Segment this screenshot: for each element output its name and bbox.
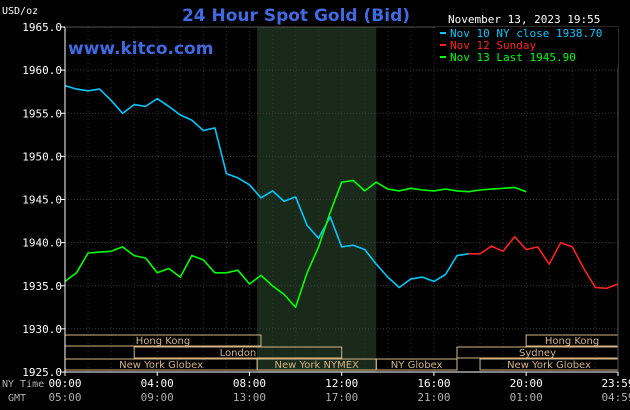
x-row-gmt-label: GMT <box>8 393 26 404</box>
x-tick-label-ny: 04:00 <box>141 377 174 390</box>
y-tick-label: 1950.0 <box>22 150 62 163</box>
y-tick-label: 1935.0 <box>22 280 62 293</box>
y-tick-label: 1945.0 <box>22 194 62 207</box>
date-label: November 13, 2023 19:55 <box>448 13 600 26</box>
y-tick-label: 1960.0 <box>22 64 62 77</box>
chart-title: 24 Hour Spot Gold (Bid) <box>182 6 410 26</box>
legend-label: Nov 10 NY close 1938.70 <box>450 27 602 40</box>
x-tick-label-gmt: 17:00 <box>325 391 358 404</box>
session-label: New York NYMEX <box>275 360 360 371</box>
session-label: London <box>220 348 257 359</box>
session-label: New York Globex <box>507 360 591 371</box>
legend-box <box>436 27 618 67</box>
session-bar <box>375 358 458 371</box>
session-label: Sydney <box>519 348 556 359</box>
x-row-ny-label: NY Time <box>2 379 44 390</box>
x-tick-label-ny: 12:00 <box>325 377 358 390</box>
kitco-watermark: www.kitco.com <box>68 39 213 59</box>
y-tick-label: 1930.0 <box>22 323 62 336</box>
y-tick-label: 1955.0 <box>22 107 62 120</box>
x-tick-label-gmt: 09:00 <box>141 391 174 404</box>
y-tick-label: 1940.0 <box>22 237 62 250</box>
x-tick-label-gmt: 04:59 <box>601 391 630 404</box>
x-tick-label-ny: 23:59 <box>601 377 630 390</box>
x-tick-label-ny: 20:00 <box>510 377 543 390</box>
x-tick-label-ny: 16:00 <box>417 377 450 390</box>
x-tick-label-gmt: 13:00 <box>233 391 266 404</box>
session-label: Hong Kong <box>136 336 190 347</box>
x-tick-label-ny: 08:00 <box>233 377 266 390</box>
session-label: NY Globex <box>391 360 443 371</box>
y-tick-label: 1925.0 <box>22 366 62 379</box>
legend-label: Nov 12 Sunday <box>450 39 536 52</box>
series-line-0 <box>64 84 469 289</box>
x-tick-label-ny: 00:00 <box>48 377 81 390</box>
session-label: Hong Kong <box>545 336 599 347</box>
y-tick-label: 1965.0 <box>22 21 62 34</box>
y-unit-label: USD/oz <box>2 6 38 17</box>
legend-label: Nov 13 Last 1945.90 <box>450 51 576 64</box>
session-bar <box>133 346 343 359</box>
x-tick-label-gmt: 21:00 <box>417 391 450 404</box>
x-tick-label-gmt: 05:00 <box>48 391 81 404</box>
series-line-1 <box>468 235 619 290</box>
series-line-2 <box>64 179 527 309</box>
session-label: New York Globex <box>119 360 203 371</box>
x-tick-label-gmt: 01:00 <box>510 391 543 404</box>
